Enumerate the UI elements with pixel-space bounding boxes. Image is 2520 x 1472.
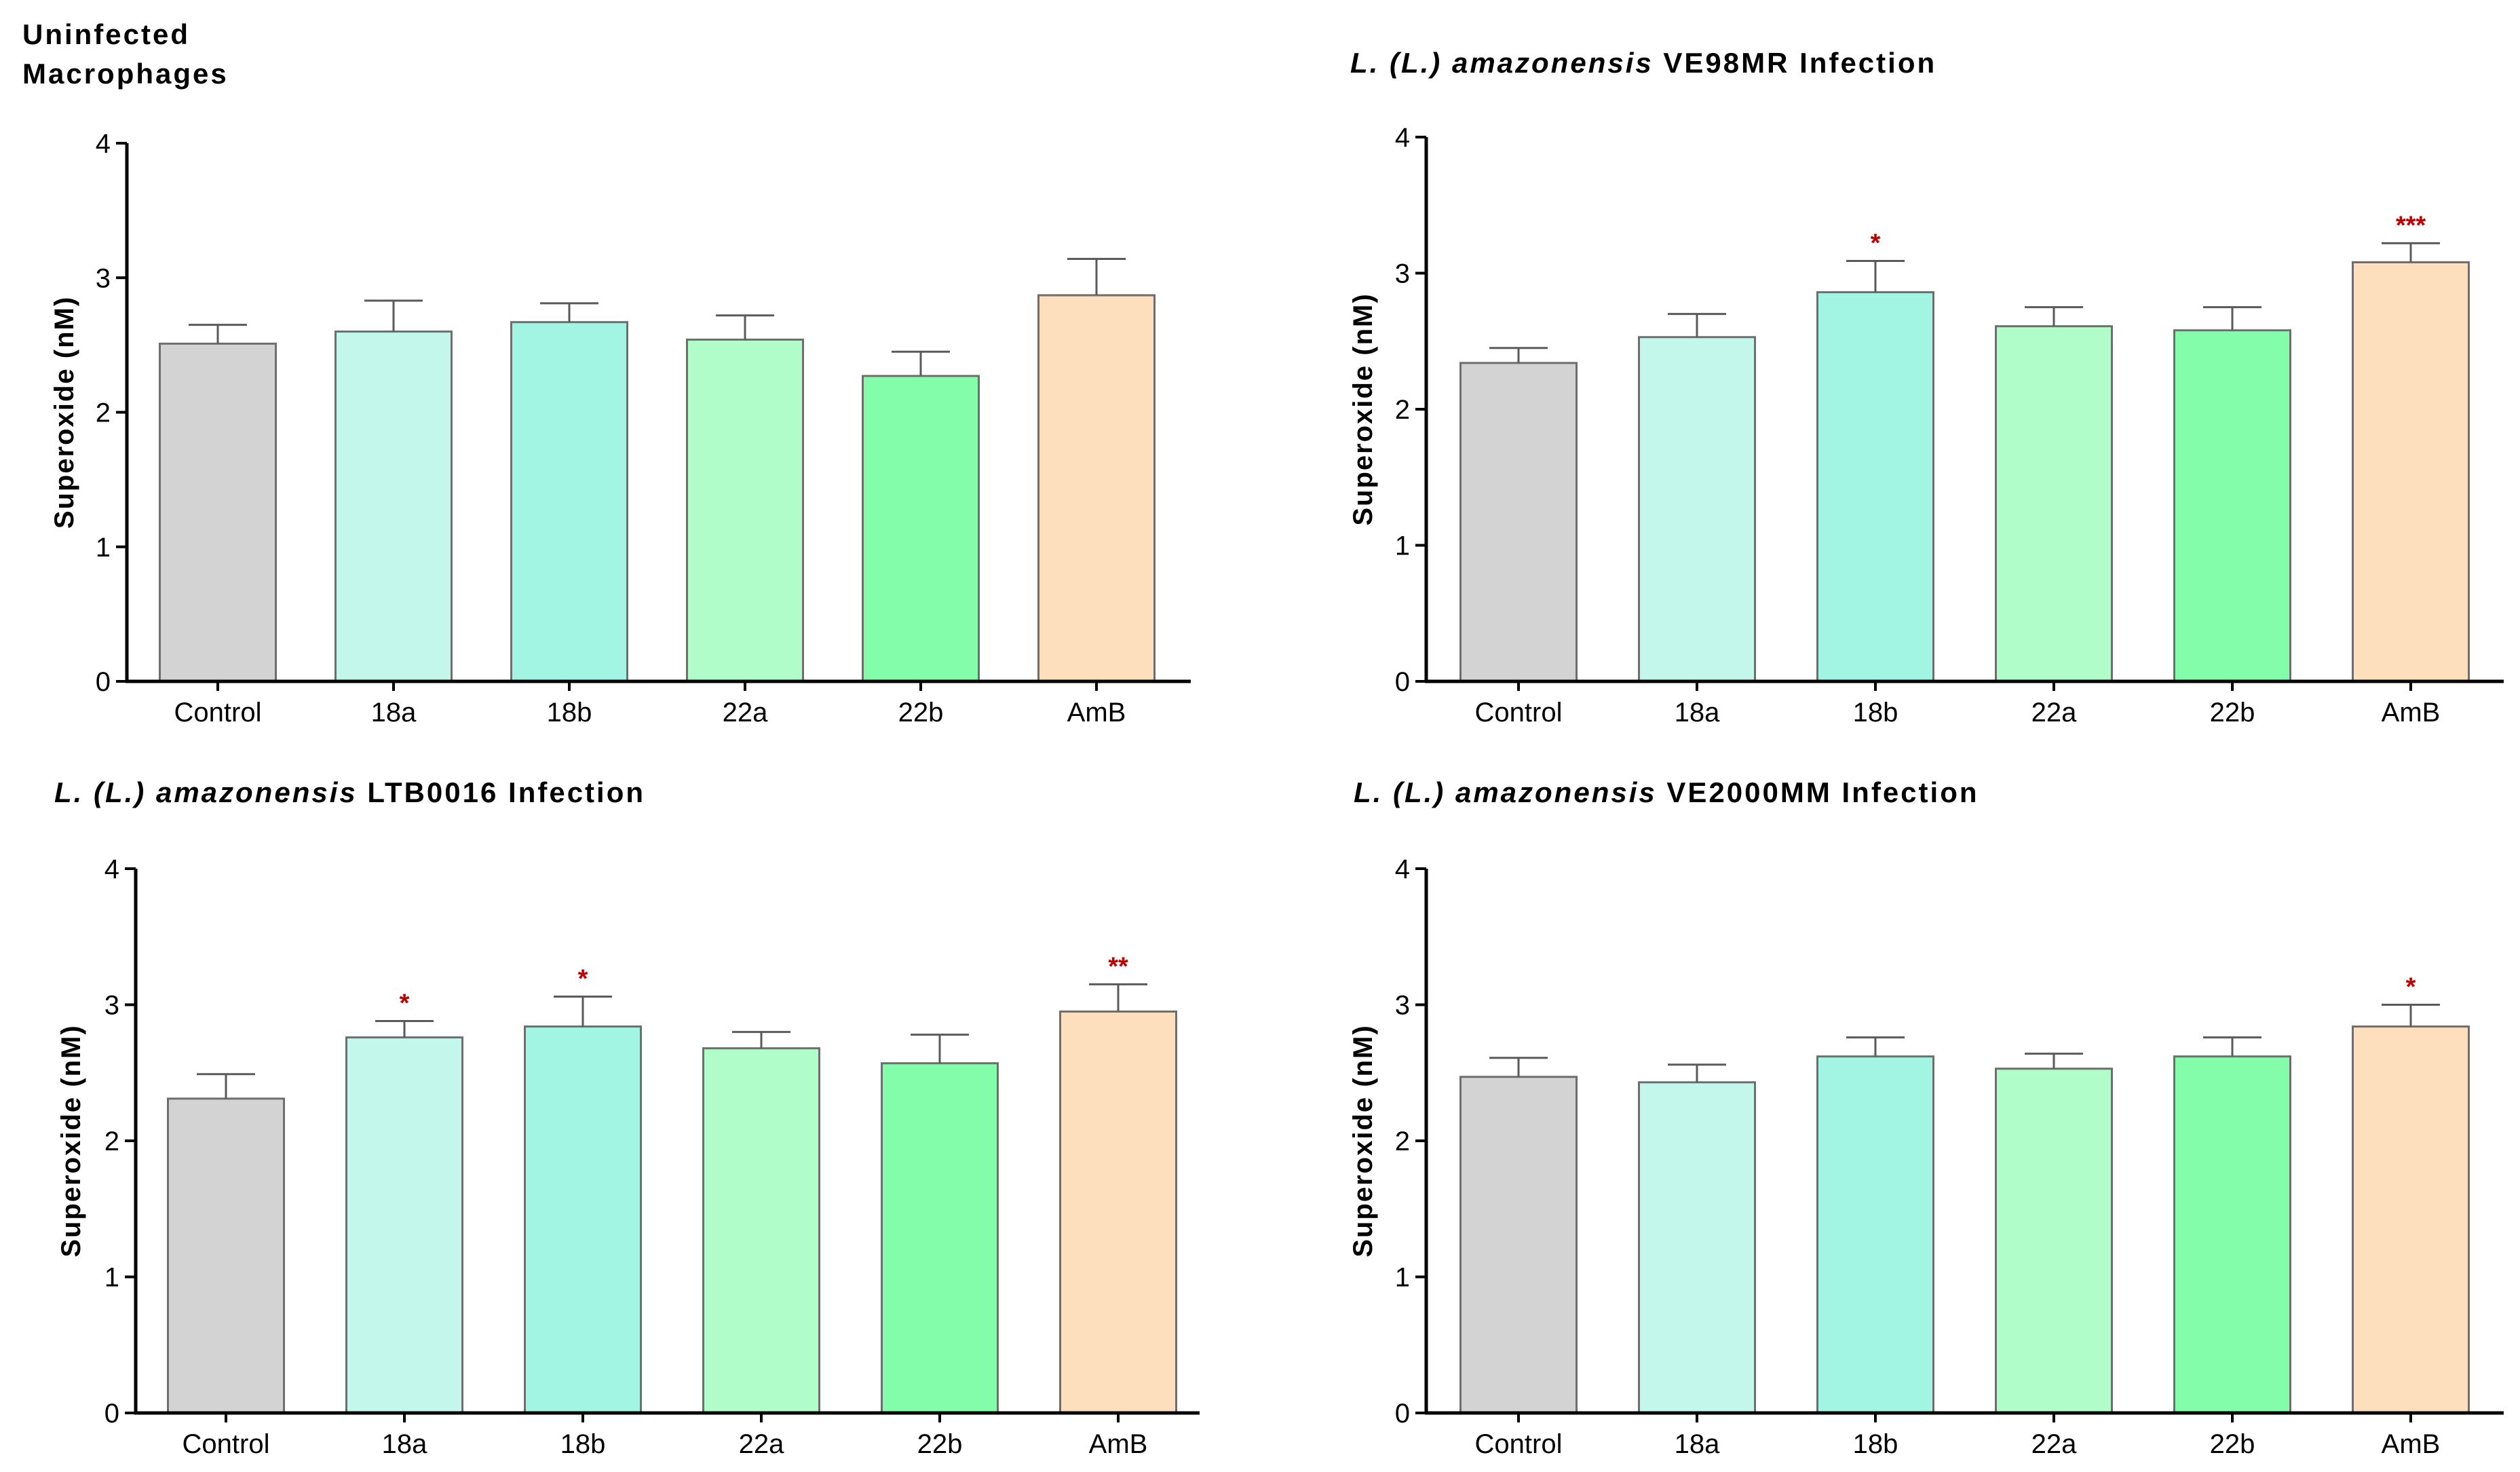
significance-marker: **: [1108, 952, 1128, 981]
y-tick-label: 2: [1395, 395, 1410, 425]
significance-marker: *: [578, 964, 588, 993]
x-tick-label: AmB: [2382, 1429, 2441, 1459]
x-tick-label: 22b: [898, 698, 944, 728]
chart-title-species: L. (L.) amazonensis: [1350, 47, 1654, 79]
bar-18b: [510, 321, 628, 683]
bar-22a: [686, 338, 804, 683]
bar-22b: [2173, 1055, 2291, 1414]
chart-title-line: Macrophages: [22, 58, 229, 90]
bar-22b: [2173, 329, 2291, 683]
x-tick-label: 22b: [2210, 698, 2255, 728]
x-tick-label: Control: [183, 1429, 270, 1459]
bar-control: [159, 342, 277, 683]
chart-panel-ltb0016: L. (L.) amazonensis LTB0016 Infection Sup…: [54, 776, 1200, 1459]
bar-amb: [1037, 294, 1156, 683]
bar-22b: [862, 375, 980, 683]
x-tick-label: 18b: [547, 698, 592, 728]
bar-control: [1459, 1076, 1578, 1414]
y-tick-label: 2: [1395, 1127, 1410, 1156]
bar-22a: [702, 1047, 820, 1414]
y-tick-label: 3: [1395, 259, 1410, 289]
y-axis-label: Superoxide (nM): [1348, 292, 1378, 525]
chart-title: L. (L.) amazonensis LTB0016 Infection: [54, 776, 645, 808]
bar-18b: [524, 1025, 642, 1414]
chart-panel-uninfected: Uninfected Macrophages Superoxide (nM) Cont…: [22, 18, 1191, 728]
x-tick-label: 22b: [917, 1429, 963, 1459]
y-tick-label: 4: [104, 854, 119, 884]
y-tick-label: 0: [104, 1399, 119, 1429]
chart-title-line: Uninfected: [22, 18, 190, 50]
bar-18a: [345, 1036, 463, 1414]
bar-18a: [335, 331, 453, 683]
x-tick-label: 22a: [739, 1429, 784, 1459]
x-tick-label: 18a: [1675, 1429, 1720, 1459]
y-tick-label: 1: [96, 533, 111, 563]
bar-amb: [2352, 261, 2470, 683]
chart-title-species: L. (L.) amazonensis: [54, 776, 358, 808]
chart-title-strain: LTB0016 Infection: [358, 776, 645, 808]
significance-marker: *: [1871, 229, 1881, 257]
x-tick-label: 18b: [560, 1429, 606, 1459]
bar-18b: [1816, 1055, 1934, 1414]
bar-22b: [881, 1062, 999, 1414]
y-tick-label: 3: [104, 991, 119, 1021]
x-tick-label: 18b: [1853, 698, 1898, 728]
chart-title-species: L. (L.) amazonensis: [1354, 776, 1657, 808]
y-axis-label: Superoxide (nM): [50, 296, 79, 529]
x-tick-label: AmB: [2382, 698, 2441, 728]
chart-title-strain: VE2000MM Infection: [1657, 776, 1979, 808]
y-axis-label: Superoxide (nM): [56, 1024, 86, 1257]
y-tick-label: 4: [96, 129, 111, 159]
chart-panel-ve2000mm: L. (L.) amazonensis VE2000MM Infection Su…: [1348, 776, 2504, 1459]
bar-18a: [1638, 336, 1756, 683]
y-tick-label: 1: [1395, 1263, 1410, 1293]
x-tick-label: 18a: [371, 698, 417, 728]
x-tick-label: 22b: [2210, 1429, 2255, 1459]
x-tick-label: 18a: [382, 1429, 427, 1459]
significance-marker: *: [400, 989, 410, 1018]
bar-18a: [1638, 1081, 1756, 1414]
bar-amb: [1059, 1011, 1177, 1414]
x-tick-label: 18a: [1675, 698, 1720, 728]
x-tick-label: 22a: [2031, 1429, 2077, 1459]
bar-control: [1459, 362, 1578, 683]
x-tick-label: 18b: [1853, 1429, 1898, 1459]
bar-control: [167, 1097, 285, 1414]
bar-22a: [1995, 1068, 2113, 1414]
y-axis-label: Superoxide (nM): [1348, 1024, 1378, 1257]
chart-title: L. (L.) amazonensis VE2000MM Infection: [1354, 776, 1979, 808]
bar-18b: [1816, 291, 1934, 683]
y-tick-label: 1: [104, 1263, 119, 1293]
significance-marker: *: [2406, 973, 2416, 1002]
significance-marker: ***: [2396, 211, 2426, 240]
y-tick-label: 3: [96, 263, 111, 293]
x-tick-label: 22a: [723, 698, 768, 728]
y-tick-label: 0: [1395, 667, 1410, 697]
x-tick-label: Control: [1475, 1429, 1563, 1459]
bar-22a: [1995, 325, 2113, 683]
x-tick-label: Control: [1475, 698, 1563, 728]
bar-amb: [2352, 1025, 2470, 1414]
y-tick-label: 4: [1395, 854, 1410, 884]
chart-title: L. (L.) amazonensis VE98MR Infection: [1350, 47, 1936, 79]
x-tick-label: AmB: [1067, 698, 1126, 728]
y-tick-label: 0: [96, 667, 111, 697]
y-tick-label: 2: [96, 398, 111, 428]
x-tick-label: AmB: [1089, 1429, 1148, 1459]
y-tick-label: 2: [104, 1127, 119, 1156]
chart-title-strain: VE98MR Infection: [1654, 47, 1936, 79]
x-tick-label: Control: [174, 698, 262, 728]
y-tick-label: 3: [1395, 991, 1410, 1021]
y-tick-label: 4: [1395, 123, 1410, 153]
x-tick-label: 22a: [2031, 698, 2077, 728]
y-tick-label: 0: [1395, 1399, 1410, 1429]
y-tick-label: 1: [1395, 531, 1410, 561]
chart-panel-ve98mr: L. (L.) amazonensis VE98MR Infection Supe…: [1348, 47, 2504, 728]
